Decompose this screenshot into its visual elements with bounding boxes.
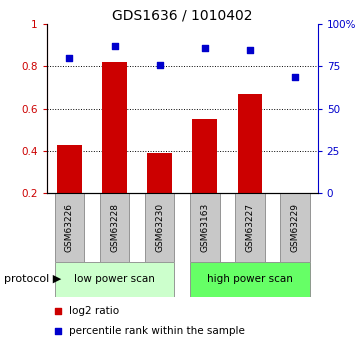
Text: GSM63163: GSM63163 [200, 203, 209, 252]
Point [202, 45, 208, 51]
Text: percentile rank within the sample: percentile rank within the sample [69, 326, 244, 336]
Bar [147, 153, 172, 193]
Text: GSM63226: GSM63226 [65, 203, 74, 252]
Text: protocol ▶: protocol ▶ [4, 275, 61, 284]
Text: GSM63230: GSM63230 [155, 203, 164, 252]
Text: GSM63229: GSM63229 [291, 203, 300, 252]
Bar [102, 62, 127, 193]
Point [112, 43, 118, 49]
Bar [145, 193, 174, 262]
Bar [192, 119, 217, 193]
Point [55, 328, 61, 334]
Point [55, 308, 61, 313]
Point [157, 62, 162, 68]
Bar [283, 193, 308, 208]
Text: high power scan: high power scan [207, 275, 293, 284]
Bar [55, 193, 84, 262]
Text: GSM63228: GSM63228 [110, 203, 119, 252]
Bar [100, 193, 129, 262]
Point [247, 47, 253, 52]
Point [292, 74, 298, 79]
Text: log2 ratio: log2 ratio [69, 306, 119, 315]
Bar [280, 193, 310, 262]
Bar [57, 145, 82, 193]
Bar [238, 94, 262, 193]
Bar [235, 193, 265, 262]
Bar [55, 262, 174, 297]
Title: GDS1636 / 1010402: GDS1636 / 1010402 [112, 9, 253, 23]
Bar [190, 193, 219, 262]
Bar [190, 262, 310, 297]
Text: low power scan: low power scan [74, 275, 155, 284]
Point [67, 55, 73, 61]
Text: GSM63227: GSM63227 [245, 203, 255, 252]
